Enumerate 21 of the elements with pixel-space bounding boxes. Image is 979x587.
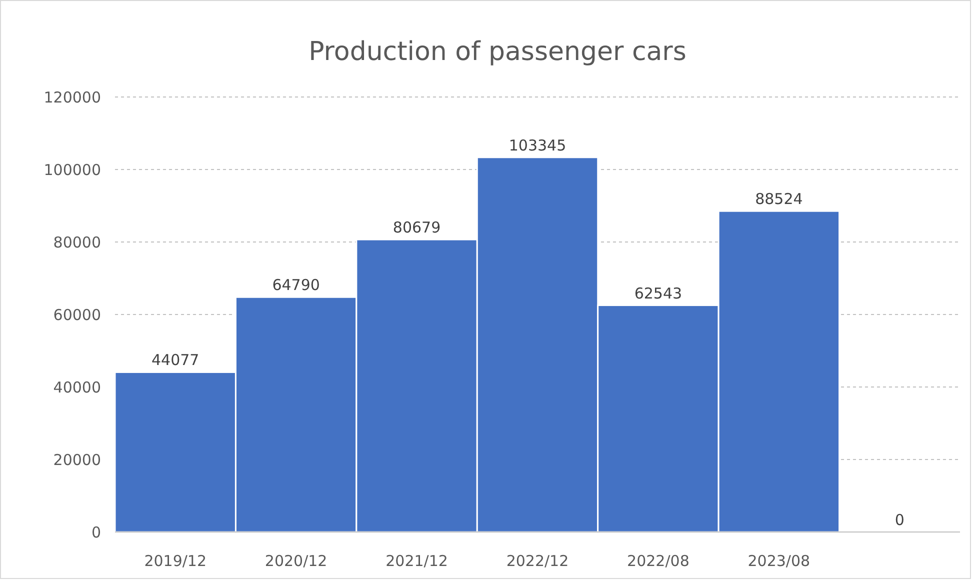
x-tick-label: 2019/12 bbox=[144, 552, 207, 570]
y-tick-label: 20000 bbox=[53, 450, 101, 469]
data-label: 88524 bbox=[755, 190, 803, 208]
data-label: 44077 bbox=[152, 351, 200, 370]
y-tick-label: 0 bbox=[91, 523, 101, 542]
x-tick-label: 2021/12 bbox=[386, 552, 448, 570]
data-label: 80679 bbox=[392, 218, 441, 237]
chart-title: Production of passenger cars bbox=[308, 37, 686, 67]
y-tick-label: 120000 bbox=[44, 88, 101, 106]
x-tick-label: 2022/08 bbox=[627, 552, 690, 570]
y-tick-label: 40000 bbox=[53, 378, 101, 396]
y-tick-label: 80000 bbox=[53, 233, 101, 252]
x-tick-label: 2020/12 bbox=[264, 552, 328, 570]
x-tick-label: 2022/12 bbox=[506, 552, 569, 570]
data-label: 64790 bbox=[272, 276, 320, 294]
data-label: 62543 bbox=[634, 284, 682, 302]
data-label: 0 bbox=[894, 511, 904, 529]
x-tick-label: 2023/08 bbox=[748, 552, 810, 570]
y-tick-label: 60000 bbox=[53, 306, 101, 324]
y-tick-label: 100000 bbox=[44, 160, 101, 179]
data-label: 103345 bbox=[508, 136, 566, 154]
